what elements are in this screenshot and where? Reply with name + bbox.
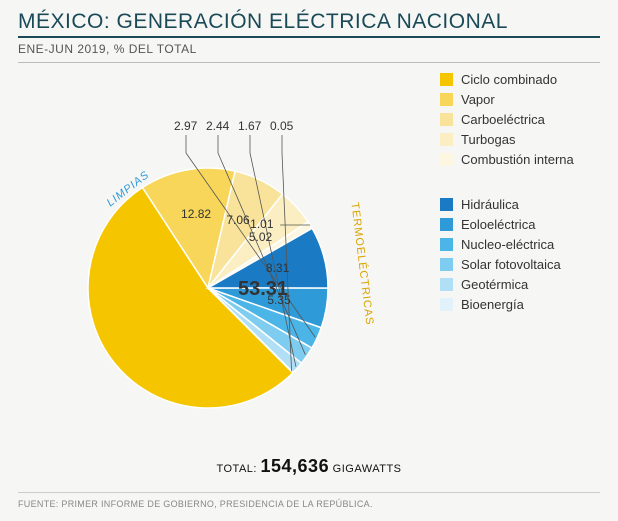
legend-swatch xyxy=(440,133,453,146)
legend-item: Hidráulica xyxy=(440,197,600,212)
legend-label: Combustión interna xyxy=(461,152,574,167)
legend-item: Ciclo combinado xyxy=(440,72,600,87)
legend-label: Ciclo combinado xyxy=(461,72,557,87)
legend-item: Turbogas xyxy=(440,132,600,147)
legend-item: Solar fotovoltaica xyxy=(440,257,600,272)
chart-title: MÉXICO: GENERACIÓN ELÉCTRICA NACIONAL xyxy=(18,10,600,38)
pie-chart-wrap: 53.3112.827.065.028.315.351.012.972.441.… xyxy=(18,73,398,453)
legend-swatch xyxy=(440,73,453,86)
legend-item: Bioenergía xyxy=(440,297,600,312)
legend-swatch xyxy=(440,218,453,231)
legend-swatch xyxy=(440,113,453,126)
legend: Ciclo combinado Vapor Carboeléctrica Turbog… xyxy=(440,72,600,342)
legend-label: Turbogas xyxy=(461,132,515,147)
legend-label: Eoloeléctrica xyxy=(461,217,535,232)
legend-swatch xyxy=(440,278,453,291)
chart-subtitle: ENE-JUN 2019, % DEL TOTAL xyxy=(18,38,600,63)
pie-chart xyxy=(18,73,398,453)
legend-label: Solar fotovoltaica xyxy=(461,257,561,272)
total-label-suffix: GIGAWATTS xyxy=(333,463,402,475)
legend-group: Hidráulica Eoloeléctrica Nucleo-eléctrica S… xyxy=(440,197,600,312)
legend-label: Vapor xyxy=(461,92,495,107)
legend-swatch xyxy=(440,198,453,211)
legend-item: Nucleo-eléctrica xyxy=(440,237,600,252)
header: MÉXICO: GENERACIÓN ELÉCTRICA NACIONAL EN… xyxy=(0,0,618,63)
legend-swatch xyxy=(440,93,453,106)
legend-swatch xyxy=(440,238,453,251)
legend-label: Hidráulica xyxy=(461,197,519,212)
legend-item: Eoloeléctrica xyxy=(440,217,600,232)
source-line: FUENTE: PRIMER INFORME DE GOBIERNO, PRES… xyxy=(18,492,600,509)
legend-item: Combustión interna xyxy=(440,152,600,167)
legend-swatch xyxy=(440,258,453,271)
total-value: 154,636 xyxy=(261,456,330,476)
legend-label: Bioenergía xyxy=(461,297,524,312)
legend-swatch xyxy=(440,153,453,166)
legend-label: Carboeléctrica xyxy=(461,112,545,127)
legend-group: Ciclo combinado Vapor Carboeléctrica Turbog… xyxy=(440,72,600,167)
legend-label: Geotérmica xyxy=(461,277,528,292)
total-line: TOTAL: 154,636 GIGAWATTS xyxy=(0,456,618,477)
legend-label: Nucleo-eléctrica xyxy=(461,237,554,252)
legend-item: Carboeléctrica xyxy=(440,112,600,127)
legend-item: Vapor xyxy=(440,92,600,107)
legend-item: Geotérmica xyxy=(440,277,600,292)
legend-swatch xyxy=(440,298,453,311)
total-label-prefix: TOTAL: xyxy=(216,463,260,475)
